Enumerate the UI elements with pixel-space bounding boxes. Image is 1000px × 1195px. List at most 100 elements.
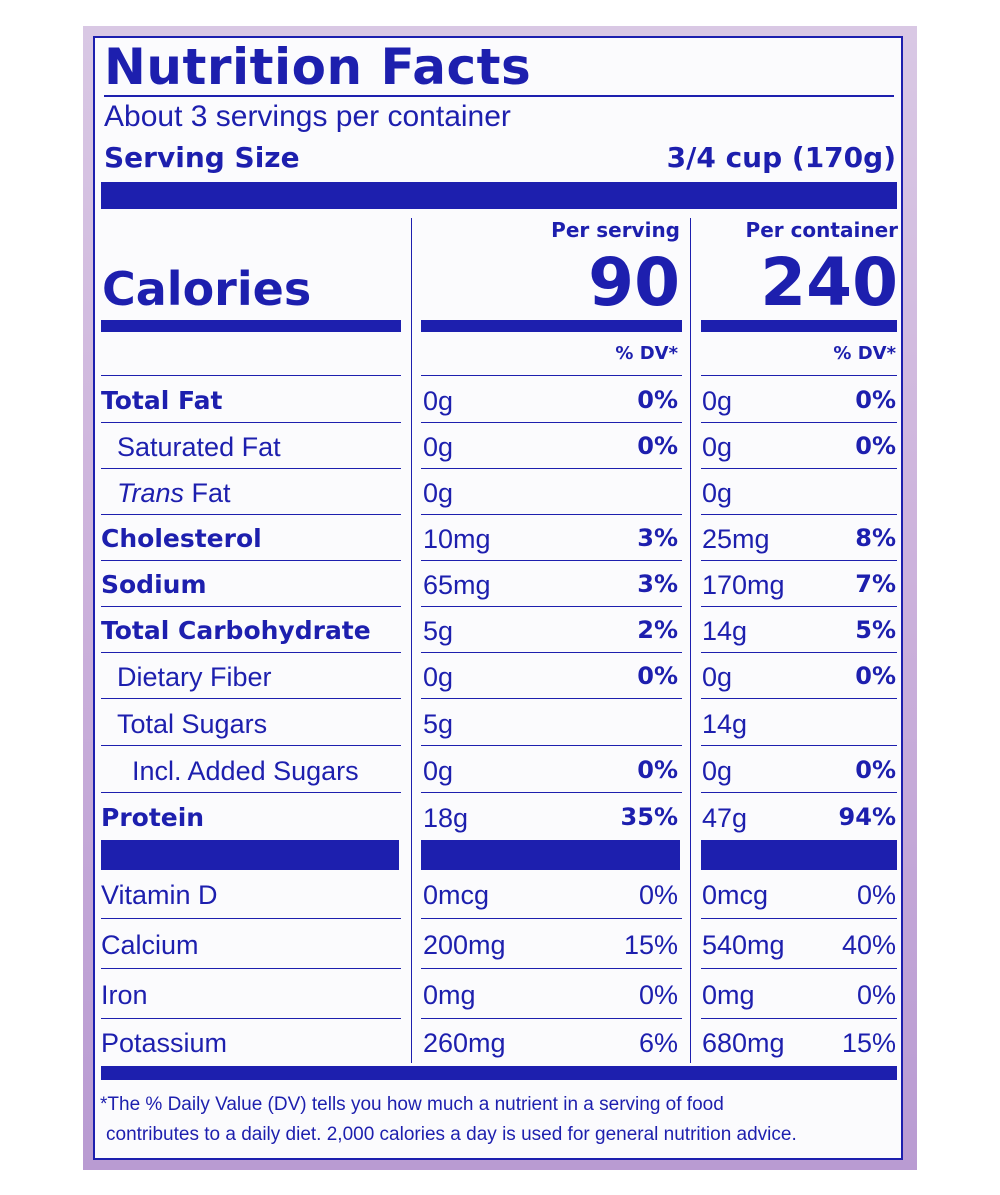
nutrient-row: Total Sugars 5g 14g: [0, 701, 1000, 747]
row-divider-1: [101, 468, 401, 469]
nutrient-container-dv: 5%: [855, 616, 896, 644]
nutrient-container-dv: 0%: [855, 756, 896, 784]
servings-per-container: About 3 servings per container: [104, 100, 511, 133]
label-title: Nutrition Facts: [104, 38, 532, 96]
column-separator-2: [690, 218, 691, 1063]
nutrient-container-amount: 0g: [702, 662, 733, 692]
vitamin-divider-1: [101, 968, 401, 969]
vitamin-divider-3: [701, 1018, 897, 1019]
nutrient-name: Sodium: [101, 570, 207, 599]
vitamin-row: Iron 0mg 0% 0mg 0%: [0, 972, 1000, 1018]
nutrient-serving-amount: 0g: [423, 386, 454, 416]
nutrient-name: Total Fat: [101, 386, 223, 415]
row-divider-1: [101, 514, 401, 515]
nutrient-container-amount: 14g: [702, 616, 748, 646]
nutrient-row: Total Fat 0g 0% 0g 0%: [0, 378, 1000, 424]
vitamin-bar-name: [101, 840, 399, 870]
nutrient-serving-amount: 18g: [423, 803, 469, 833]
nutrient-serving-dv: 0%: [637, 386, 678, 414]
nutrient-serving-amount: 5g: [423, 616, 454, 646]
row-divider-1: [101, 652, 401, 653]
nutrient-serving-amount: 10mg: [423, 524, 491, 554]
nutrient-name: Trans Fat: [117, 478, 231, 509]
nutrient-serving-dv: 2%: [637, 616, 678, 644]
nutrient-serving-amount: 0g: [423, 662, 454, 692]
vitamin-name: Vitamin D: [101, 880, 218, 910]
nutrient-name: Saturated Fat: [117, 432, 281, 462]
per-serving-header: Per serving: [551, 218, 680, 242]
nutrient-name: Protein: [101, 803, 205, 832]
nutrient-serving-dv: 35%: [620, 803, 678, 831]
vitamin-divider-2: [421, 1018, 682, 1019]
row-divider-header-3: [701, 375, 897, 376]
row-divider-1: [101, 560, 401, 561]
vitamin-row: Vitamin D 0mcg 0% 0mcg 0%: [0, 872, 1000, 918]
nutrient-container-dv: 94%: [838, 803, 896, 831]
nutrient-serving-amount: 0g: [423, 756, 454, 786]
nutrient-container-dv: 7%: [855, 570, 896, 598]
nutrient-container-amount: 0g: [702, 432, 733, 462]
row-divider-2: [421, 792, 682, 793]
row-divider-header-1: [101, 375, 401, 376]
nutrient-serving-amount: 0g: [423, 478, 454, 508]
row-divider-2: [421, 652, 682, 653]
nutrient-row: Dietary Fiber 0g 0% 0g 0%: [0, 654, 1000, 700]
nutrient-container-dv: 0%: [855, 386, 896, 414]
per-container-header: Per container: [745, 218, 898, 242]
footnote-line-1: *The % Daily Value (DV) tells you how mu…: [100, 1094, 724, 1115]
nutrient-name: Total Carbohydrate: [101, 616, 371, 645]
nutrient-container-dv: 0%: [855, 662, 896, 690]
nutrient-container-amount: 25mg: [702, 524, 770, 554]
calories-label: Calories: [102, 262, 312, 316]
vitamin-serving-dv: 0%: [638, 980, 678, 1010]
vitamin-container-amount: 0mcg: [702, 880, 769, 910]
vitamin-serving-dv: 6%: [638, 1028, 678, 1058]
vitamin-row: Calcium 200mg 15% 540mg 40%: [0, 922, 1000, 968]
row-divider-3: [701, 514, 897, 515]
nutrition-label-panel: [93, 36, 903, 1160]
row-divider-2: [421, 745, 682, 746]
row-divider-3: [701, 560, 897, 561]
nutrient-serving-dv: 3%: [637, 524, 678, 552]
row-divider-2: [421, 698, 682, 699]
vitamin-container-amount: 0mg: [702, 980, 755, 1010]
vitamin-divider-1: [101, 1018, 401, 1019]
row-divider-1: [101, 422, 401, 423]
nutrient-container-amount: 0g: [702, 478, 733, 508]
nutrient-row: Incl. Added Sugars 0g 0% 0g 0%: [0, 748, 1000, 794]
vitamin-serving-amount: 0mg: [423, 980, 476, 1010]
row-divider-header-2: [421, 375, 682, 376]
dv-header-serving: % DV*: [615, 343, 678, 364]
nutrient-serving-dv: 0%: [637, 756, 678, 784]
vitamin-serving-amount: 260mg: [423, 1028, 506, 1058]
vitamin-serving-dv: 0%: [638, 880, 678, 910]
row-divider-2: [421, 468, 682, 469]
vitamin-container-dv: 40%: [841, 930, 896, 960]
row-divider-1: [101, 698, 401, 699]
nutrient-container-dv: 0%: [855, 432, 896, 460]
vitamin-serving-amount: 0mcg: [423, 880, 490, 910]
vitamin-serving-dv: 15%: [623, 930, 678, 960]
vitamin-container-amount: 540mg: [702, 930, 785, 960]
nutrient-row: Sodium 65mg 3% 170mg 7%: [0, 562, 1000, 608]
row-divider-2: [421, 514, 682, 515]
nutrient-name-italic: Trans: [117, 478, 185, 508]
nutrient-name-rest: Fat: [184, 478, 231, 508]
vitamin-container-amount: 680mg: [702, 1028, 785, 1058]
nutrient-serving-dv: 0%: [637, 432, 678, 460]
row-divider-3: [701, 792, 897, 793]
nutrient-serving-dv: 3%: [637, 570, 678, 598]
title-rule: [104, 95, 894, 97]
serving-size-label: Serving Size: [104, 141, 300, 174]
footnote-bar: [101, 1066, 897, 1080]
nutrient-row: Total Carbohydrate 5g 2% 14g 5%: [0, 608, 1000, 654]
nutrient-name: Total Sugars: [117, 709, 268, 739]
row-divider-1: [101, 745, 401, 746]
vitamin-name: Iron: [101, 980, 148, 1010]
nutrient-serving-amount: 65mg: [423, 570, 491, 600]
vitamin-divider-2: [421, 968, 682, 969]
footnote-line-2: contributes to a daily diet. 2,000 calor…: [106, 1124, 797, 1145]
nutrient-container-amount: 0g: [702, 386, 733, 416]
serving-size-thick-bar: [101, 182, 897, 209]
row-divider-3: [701, 745, 897, 746]
